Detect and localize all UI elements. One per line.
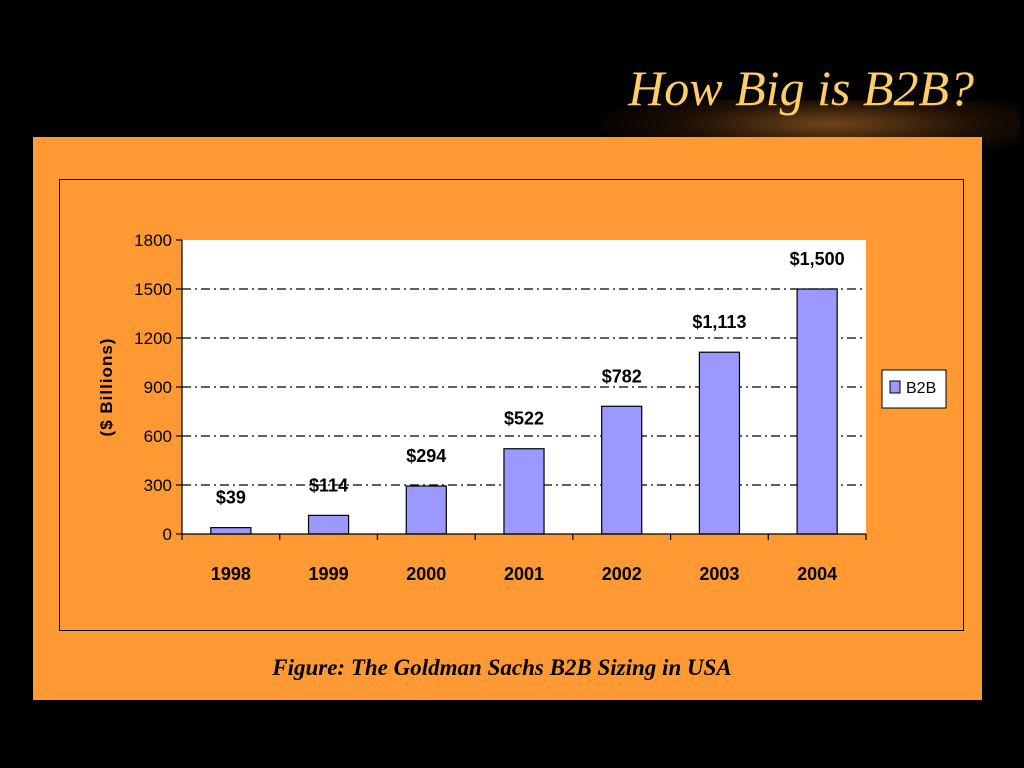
bar-1998 (210, 527, 252, 535)
data-label-2004: $1,500 (790, 249, 845, 269)
data-label-2002: $782 (602, 366, 642, 386)
figure-caption: Figure: The Goldman Sachs B2B Sizing in … (272, 655, 732, 680)
y-tick-label: 1200 (134, 329, 172, 348)
x-tick-label: 2004 (797, 564, 837, 584)
data-label-1998: $39 (216, 488, 246, 508)
y-tick-label: 900 (144, 378, 172, 397)
x-ticks: 1998 1999 2000 2001 2002 2003 2004 (181, 534, 867, 584)
y-tick-label: 0 (163, 525, 172, 544)
legend-label-b2b: B2B (906, 380, 936, 397)
y-axis-title: ($ Billions) (97, 338, 116, 437)
bar-2000 (405, 485, 447, 535)
slide-title: How Big is B2B? (628, 60, 974, 116)
chart-frame: $39 $114 $294 $522 $782 $1,113 $1,500 0 300 600 9… (59, 179, 964, 631)
y-tick-label: 600 (144, 427, 172, 446)
bar-labels: $39 $114 $294 $522 $782 $1,113 $1,500 (216, 249, 845, 508)
x-tick-label: 2002 (602, 564, 642, 584)
bar-2004 (796, 288, 838, 535)
x-tick-label: 1998 (211, 564, 251, 584)
y-ticks: 0 300 600 900 1200 1500 1800 (134, 231, 182, 544)
x-tick-label: 2001 (504, 564, 544, 584)
bar-2002 (601, 405, 643, 535)
data-label-2001: $522 (504, 409, 544, 429)
data-label-2003: $1,113 (692, 312, 746, 332)
x-tick-label: 1999 (309, 564, 349, 584)
legend: B2B (881, 369, 947, 409)
gridlines (182, 288, 866, 486)
data-label-2000: $294 (406, 446, 446, 466)
data-label-1999: $114 (309, 475, 348, 495)
bar-2003 (698, 351, 741, 535)
y-tick-label: 300 (144, 476, 172, 495)
bar-chart: $39 $114 $294 $522 $782 $1,113 $1,500 0 300 600 9… (97, 231, 947, 584)
y-tick-label: 1800 (134, 231, 172, 250)
x-tick-label: 2000 (406, 564, 446, 584)
legend-swatch-b2b (889, 380, 901, 394)
x-tick-label: 2003 (699, 564, 739, 584)
bar-1999 (307, 514, 350, 535)
bar-2001 (503, 448, 545, 535)
y-tick-label: 1500 (134, 280, 172, 299)
